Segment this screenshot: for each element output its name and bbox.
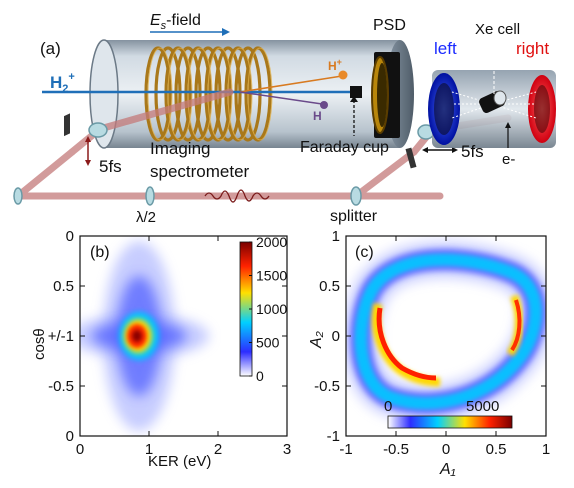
- pulse-right-label: 5fs: [461, 142, 484, 161]
- field-label: Es-field: [150, 12, 201, 32]
- panel-c-ytick-label: 0.5: [319, 278, 340, 295]
- imaging-label-line1: Imaging: [150, 139, 210, 158]
- panel-c-ytick-label: 1: [332, 228, 340, 245]
- hplus-label: H+: [328, 57, 342, 73]
- panel-c-ytick-label: -1: [327, 428, 340, 445]
- mirror-icon: [13, 187, 23, 205]
- mirror-icon: [405, 147, 417, 169]
- panel-c-label: (c): [355, 244, 374, 261]
- panel-b-ytick-label: 0: [66, 428, 74, 445]
- panel-a-label: (a): [40, 39, 61, 58]
- left-detector-label: left: [434, 39, 457, 58]
- panel-b-cb-label: 2000: [256, 234, 287, 250]
- panel-b-chart: 0 1 2 3 0 0.5 +/-1 -0.5 0 2000 1500 1000 500 0 (b) K…: [31, 228, 291, 470]
- panel-b-ytick-label: +/-1: [48, 328, 74, 345]
- h-fragment: [320, 101, 328, 109]
- xe-cell: [428, 46, 556, 148]
- mirror-icon: [64, 113, 70, 137]
- panel-b-label: (b): [90, 244, 110, 261]
- panel-c-colorbar: [387, 415, 513, 429]
- faraday-cup: [350, 86, 362, 98]
- mirror-icon: [88, 122, 108, 138]
- panel-b-ytick-label: -0.5: [48, 378, 74, 395]
- pulse-left-label: 5fs: [99, 157, 122, 176]
- panel-b-cb-label: 500: [256, 335, 280, 351]
- panel-b-cb-label: 0: [256, 368, 264, 384]
- panel-b-xtick-label: 2: [214, 441, 222, 458]
- panel-c-xtick-label: 1: [542, 441, 550, 458]
- panel-a-setup: (a) Es-field H2+ H+ H PSD Faraday cup 5f…: [13, 12, 556, 226]
- xe-cell-label: Xe cell: [475, 21, 520, 38]
- panel-b-xtick-label: 1: [145, 441, 153, 458]
- panel-b-xtick-label: 0: [76, 441, 84, 458]
- panel-c-xtick-label: 0: [442, 441, 450, 458]
- h-label: H: [313, 109, 322, 123]
- panel-c-ytick-label: -0.5: [314, 378, 340, 395]
- right-detector-label: right: [516, 39, 549, 58]
- vacuum-tube-left-end: [89, 39, 119, 149]
- panel-c-ylabel: A₂: [308, 331, 325, 349]
- faraday-cup-label: Faraday cup: [300, 139, 389, 156]
- splitter-icon: [350, 186, 362, 206]
- imaging-label-line2: spectrometer: [150, 162, 250, 181]
- panel-c-cb-min: 0: [384, 398, 392, 415]
- panel-c-cb-max: 5000: [466, 398, 499, 415]
- splitter-label: splitter: [330, 208, 378, 225]
- panel-c-xlabel: A₁: [439, 461, 456, 478]
- panel-c-chart: -1 -0.5 0 0.5 1 1 0.5 0 -0.5 -1 0 5000 (c) A₁ A₂: [308, 228, 550, 478]
- hplus-fragment: [338, 70, 348, 80]
- panel-b-xlabel: KER (eV): [148, 453, 211, 470]
- panel-b-ylabel: cosθ: [31, 328, 48, 360]
- panel-c-ytick-label: 0: [332, 328, 340, 345]
- panel-b-cb-label: 1500: [256, 268, 287, 284]
- halfwave-plate-icon: [145, 186, 155, 206]
- halfwave-label: λ/2: [136, 209, 156, 226]
- psd-label: PSD: [373, 17, 406, 34]
- electron-label: e-: [502, 151, 515, 168]
- panel-b-ytick-label: 0.5: [53, 278, 74, 295]
- panel-c-xtick-label: -0.5: [383, 441, 409, 458]
- panel-c-xtick-label: 0.5: [486, 441, 507, 458]
- panel-b-cb-label: 1000: [256, 301, 287, 317]
- panel-b-xtick-label: 3: [283, 441, 291, 458]
- beam-label: H2+: [50, 71, 75, 95]
- panel-c-xtick-label: -1: [339, 441, 352, 458]
- laser-pulse-icon: [204, 189, 270, 203]
- panel-b-ytick-label: 0: [66, 228, 74, 245]
